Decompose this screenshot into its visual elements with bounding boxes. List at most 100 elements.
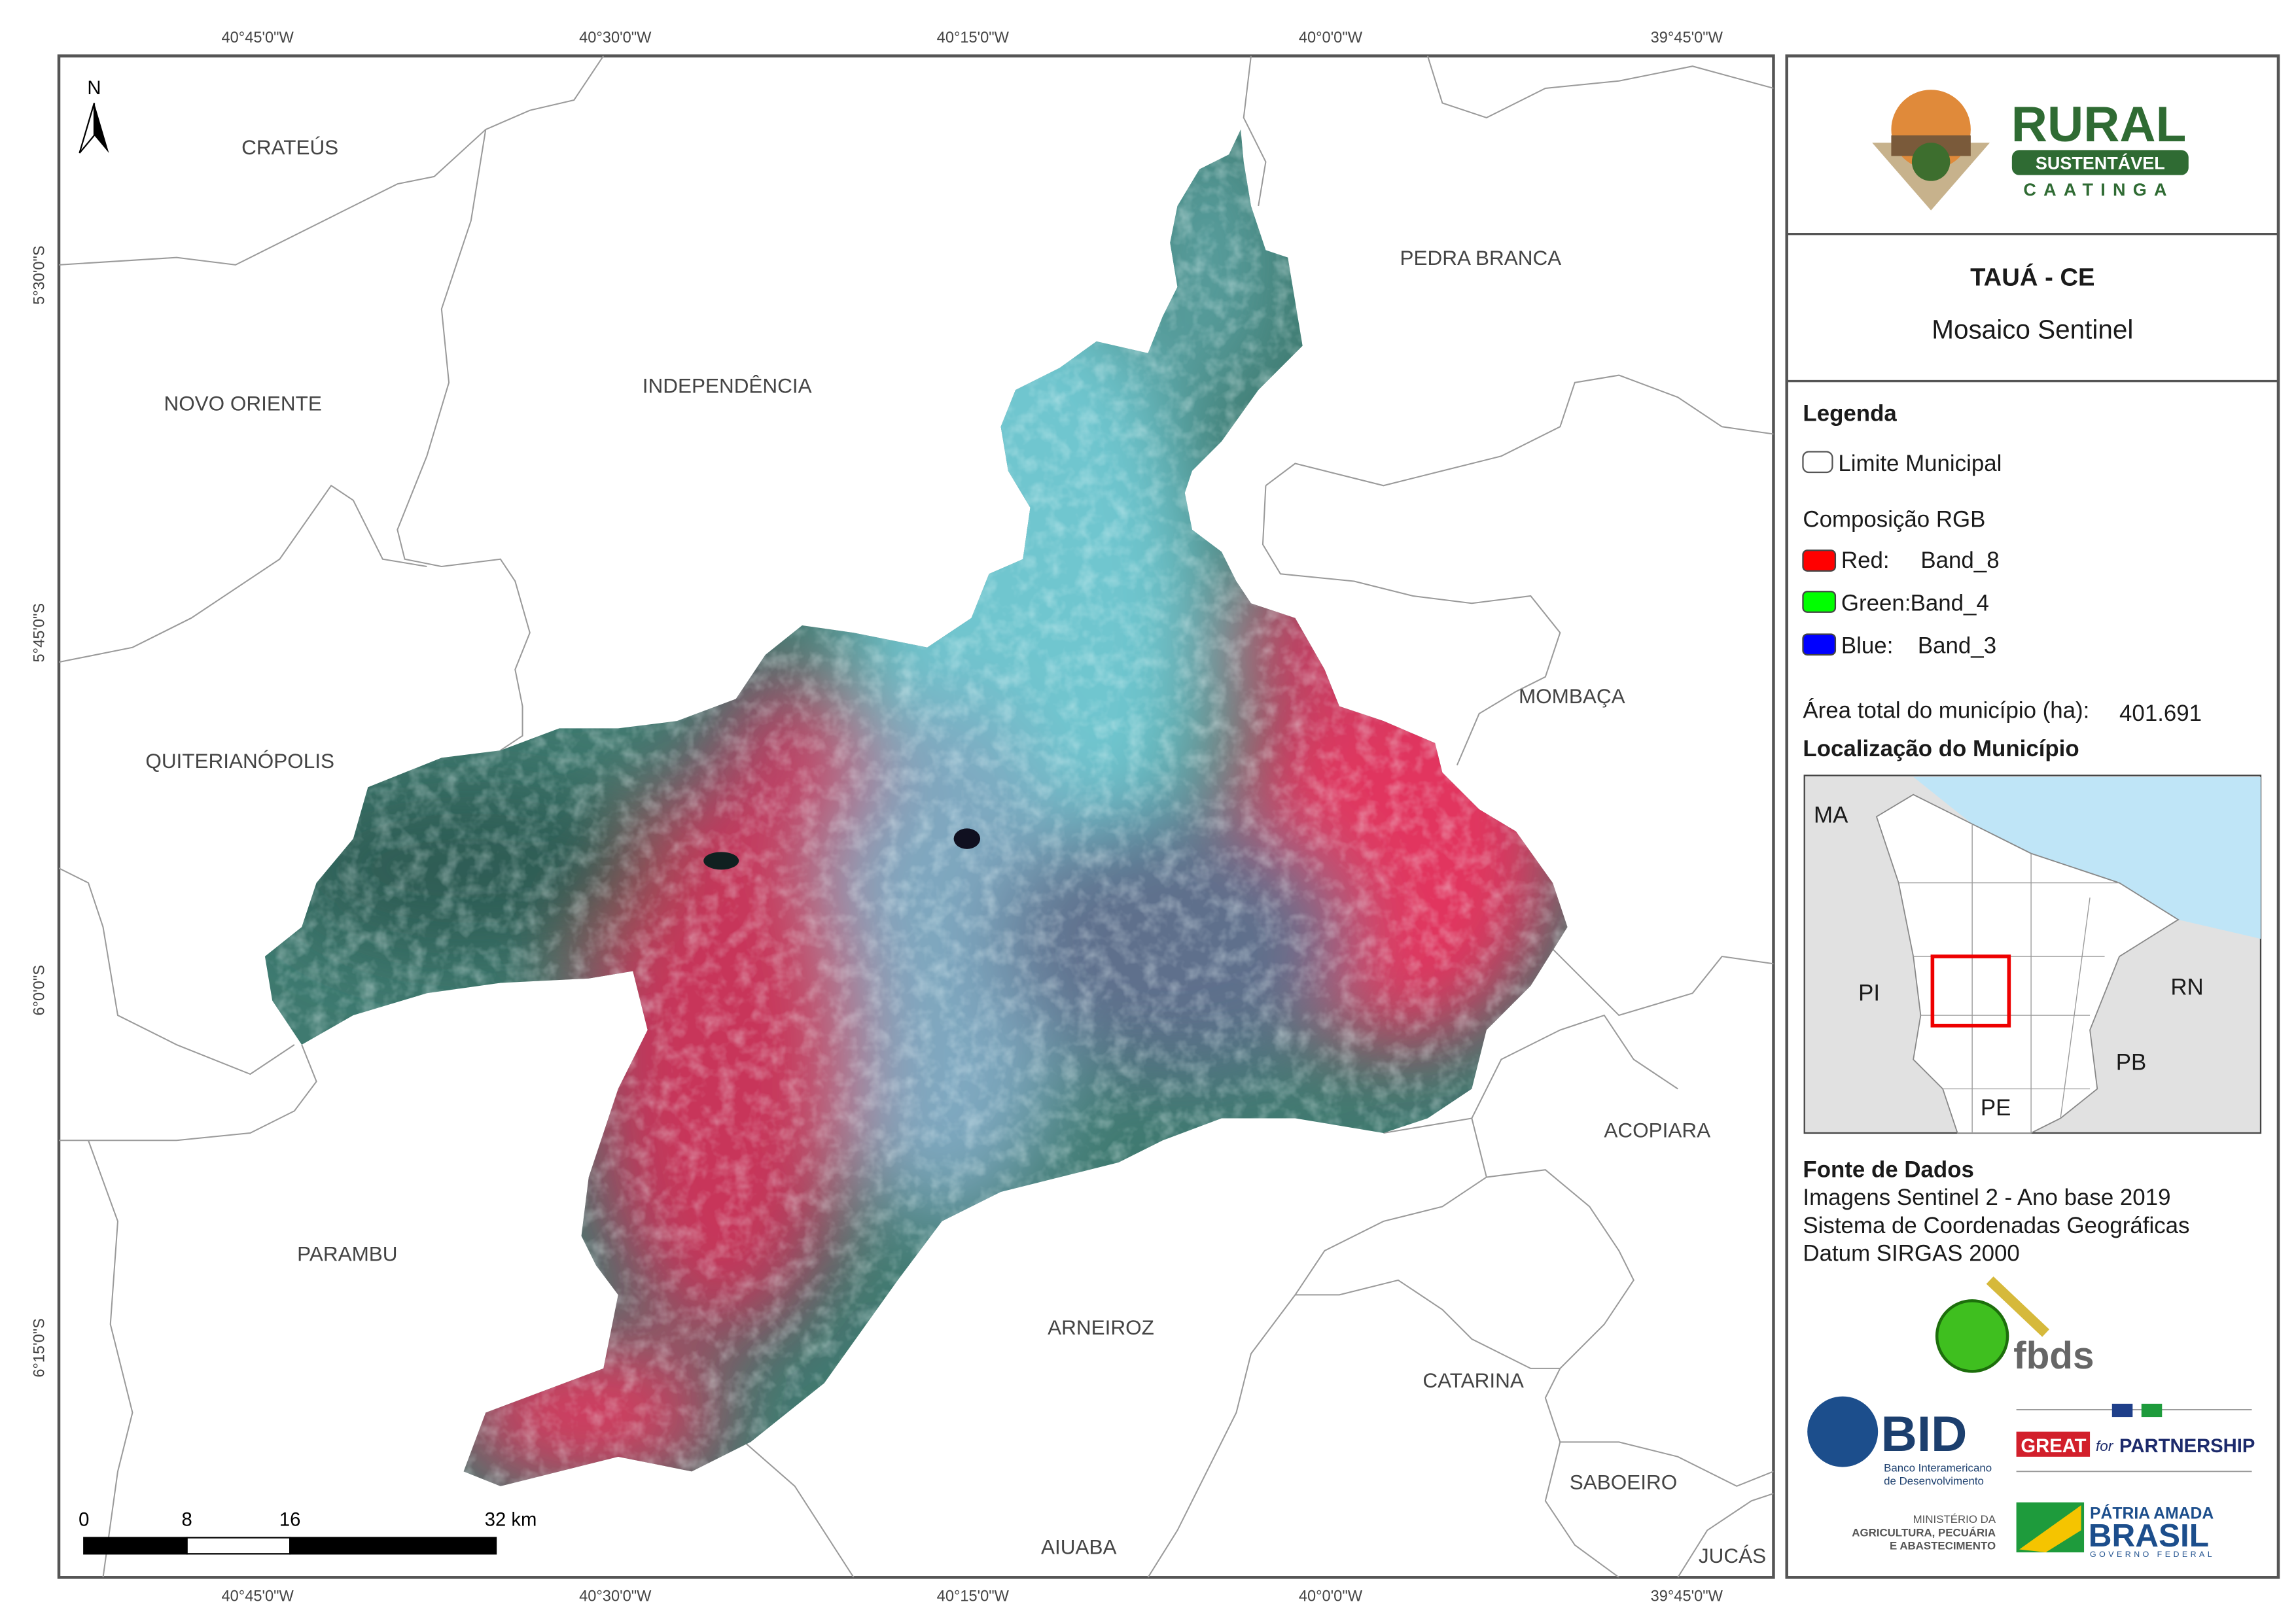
place-label: CATARINA	[1422, 1369, 1524, 1392]
boundary	[59, 484, 427, 663]
lon-ticks-bottom: 40°45'0"W 40°30'0"W 40°15'0"W 40°0'0"W 3…	[222, 1588, 1723, 1605]
place-label: AIUABA	[1041, 1535, 1116, 1558]
place-label: CRATEÚS	[241, 135, 338, 159]
lat-ticks: 5°30'0"S 5°45'0"S 6°0'0"S 6°15'0"S	[31, 245, 48, 1377]
great-logo: GREAT for PARTNERSHIP	[2016, 1403, 2255, 1473]
great-partnership: PARTNERSHIP	[2119, 1436, 2255, 1457]
logo-tagline: SUSTENTÁVEL	[2036, 153, 2165, 173]
sources-line: Imagens Sentinel 2 - Ano base 2019	[1803, 1185, 2170, 1210]
boundary	[1262, 485, 1561, 766]
scale-segment	[289, 1537, 497, 1555]
ministry-line: AGRICULTURA, PECUÁRIA	[1852, 1526, 1996, 1539]
scale-label: 32 km	[485, 1510, 537, 1531]
place-label: PEDRA BRANCA	[1400, 246, 1561, 270]
fbds-logo: fbds	[1935, 1276, 2094, 1377]
bid-mark	[1807, 1396, 1879, 1467]
bid-name: de Desenvolvimento	[1884, 1475, 1984, 1488]
legend-channel: Blue:	[1841, 633, 1893, 659]
arrow-half	[79, 103, 96, 154]
legend-swatch	[1802, 550, 1837, 572]
logo-banner	[2011, 150, 2189, 175]
logo-region: CAATINGA	[2023, 180, 2174, 200]
place-label: INDEPENDÊNCIA	[643, 374, 812, 398]
flag-uk	[2111, 1403, 2133, 1418]
great-box	[2016, 1431, 2091, 1457]
fbds-sphere	[1935, 1299, 2009, 1373]
boundary	[1471, 1118, 1774, 1487]
legend-swatch	[1802, 633, 1837, 656]
fbds-pencil	[1986, 1276, 2049, 1337]
ministry-line: MINISTÉRIO DA	[1913, 1513, 1996, 1526]
inset-title: Localização do Município	[1803, 736, 2079, 761]
boundary	[88, 1140, 133, 1578]
sources: Fonte de Dados Imagens Sentinel 2 - Ano …	[1803, 1157, 2189, 1266]
sources-line: Sistema de Coordenadas Geográficas	[1803, 1213, 2189, 1238]
boundary	[1147, 1176, 1487, 1578]
place-labels: CRATEÚS NOVO ORIENTE INDEPENDÊNCIA PEDRA…	[145, 135, 1766, 1567]
boundary	[1677, 1493, 1774, 1578]
lon-tick-label: 40°15'0"W	[937, 1588, 1010, 1605]
brasil-motto: PÁTRIA AMADA	[2090, 1504, 2214, 1522]
lat-tick-label: 6°15'0"S	[31, 1318, 48, 1378]
scale-segment	[186, 1537, 291, 1555]
rural-logo: RURAL SUSTENTÁVEL CAATINGA	[1872, 90, 2189, 211]
legend: Legenda Limite Municipal Composição RGB …	[1802, 400, 2002, 659]
inset-highlight	[1930, 954, 2011, 1028]
place-label: MOMBAÇA	[1519, 684, 1625, 708]
lon-tick-label: 40°45'0"W	[222, 1588, 294, 1605]
area-label: Área total do município (ha):	[1803, 698, 2089, 724]
lat-tick-label: 6°0'0"S	[31, 965, 48, 1015]
great-text: GREAT	[2021, 1436, 2086, 1457]
place-label: SABOEIRO	[1570, 1470, 1677, 1493]
inset-map: MA PI RN PB PE	[1803, 775, 2262, 1134]
lon-tick-label: 40°45'0"W	[222, 29, 294, 46]
inset-label: RN	[2170, 975, 2203, 1000]
place-label: ACOPIARA	[1604, 1119, 1710, 1142]
scale-bar: 0 8 16 32 km	[79, 1510, 537, 1555]
legend-band: Band_4	[1911, 590, 1989, 616]
inset-label: PB	[2116, 1049, 2147, 1075]
boundaries	[59, 56, 1774, 1578]
scale-label: 16	[279, 1510, 301, 1531]
inset-state	[1875, 794, 2180, 1134]
boundary	[1426, 56, 1774, 119]
map-title: TAUÁ - CE	[1970, 262, 2094, 291]
inset-sea	[1913, 777, 2261, 939]
map-subtitle: Mosaico Sentinel	[1932, 314, 2133, 344]
north-label: N	[87, 78, 101, 99]
boundary	[1265, 374, 1774, 487]
flag-br	[2141, 1403, 2163, 1418]
lon-tick-label: 40°30'0"W	[579, 29, 652, 46]
boundary	[59, 1044, 317, 1142]
ministry-line: E ABASTECIMENTO	[1890, 1540, 1996, 1552]
scale-label: 0	[79, 1510, 89, 1531]
boundary	[397, 129, 531, 751]
legend-label: Composição RGB	[1803, 506, 1985, 532]
inset-label: PE	[1981, 1095, 2011, 1121]
inset-label: PI	[1858, 981, 1880, 1006]
scale-segment	[83, 1537, 188, 1555]
boundary	[1545, 941, 1774, 1017]
place-label: PARAMBU	[297, 1242, 397, 1266]
logo-tree	[1911, 143, 1951, 181]
brasil-text: BRASIL	[2089, 1518, 2209, 1554]
lon-tick-label: 40°30'0"W	[579, 1588, 652, 1605]
inset-label: MA	[1814, 802, 1848, 828]
lon-tick-label: 39°45'0"W	[1651, 1588, 1723, 1605]
legend-band: Band_3	[1918, 633, 1996, 659]
legend-label: Limite Municipal	[1838, 451, 2002, 476]
legend-swatch	[1802, 451, 1833, 474]
boundary	[1295, 1279, 1561, 1369]
logo-name: RURAL	[2011, 97, 2187, 152]
legend-band: Band_8	[1920, 548, 1999, 573]
place-label: ARNEIROZ	[1048, 1316, 1154, 1339]
reservoir	[703, 852, 739, 870]
lon-tick-label: 40°15'0"W	[937, 29, 1010, 46]
lon-tick-label: 40°0'0"W	[1299, 1588, 1363, 1605]
government-text: GOVERNO FEDERAL	[2090, 1550, 2215, 1559]
lon-ticks-top: 40°45'0"W 40°30'0"W 40°15'0"W 40°0'0"W 3…	[222, 29, 1723, 46]
north-arrow: N	[79, 78, 109, 154]
place-label: NOVO ORIENTE	[164, 392, 321, 415]
